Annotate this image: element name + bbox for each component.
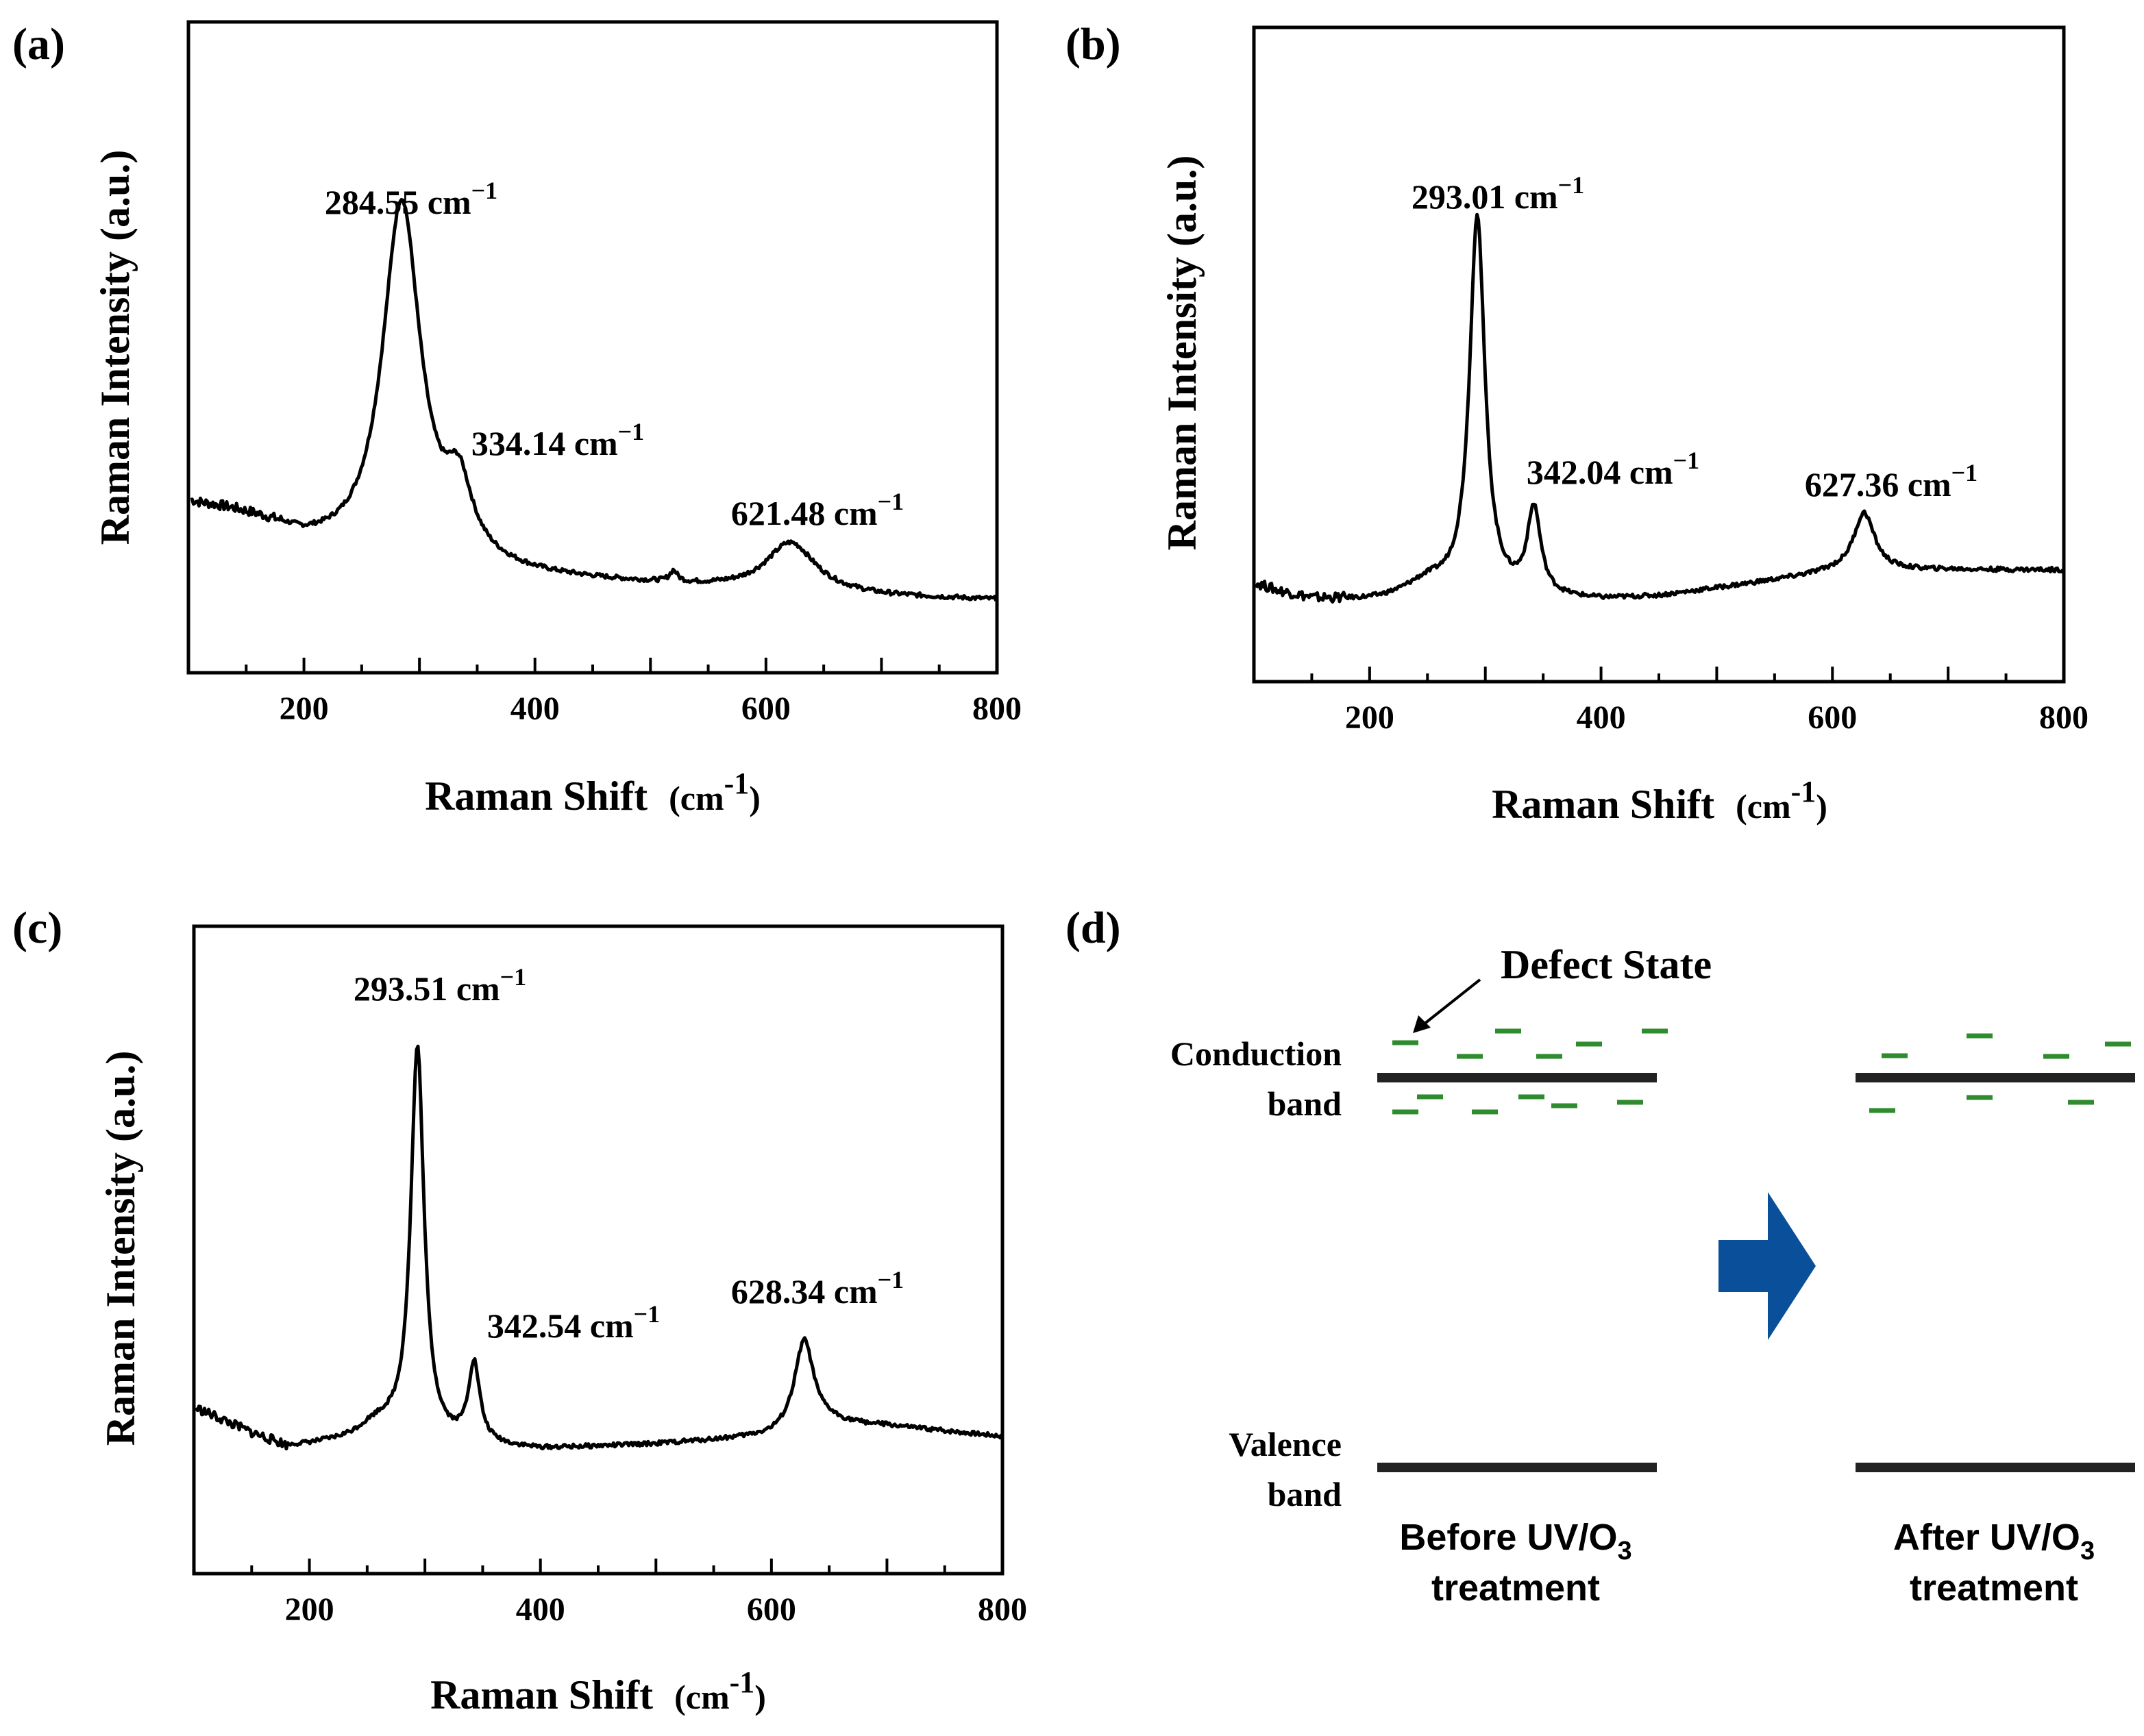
before-treatment-label-line1: Before UV/O3 — [1399, 1517, 1631, 1565]
defect-states-before — [1392, 1028, 1668, 1115]
panel-c-y-axis-title: Raman Intensity (a.u.) — [98, 1051, 143, 1446]
x-tick-label: 400 — [510, 691, 560, 727]
panel-b-x-tick-labels: 200 400 600 800 — [1345, 699, 2088, 736]
panel-a: (a) 200 400 600 800 284.55 cm−1 334.14 cm−1 6… — [12, 19, 1022, 819]
panel-c-spectrum-line — [195, 1044, 1004, 1451]
defect-state-pointer-arrow — [1413, 978, 1481, 1033]
panel-c-x-tick-labels: 200 400 600 800 — [285, 1591, 1027, 1628]
x-tick-label: 600 — [1808, 699, 1857, 736]
peak-label: 627.36 cm−1 — [1805, 459, 1977, 504]
panel-b-y-axis-title: Raman Intensity (a.u.) — [1159, 156, 1205, 551]
panel-c-x-ticks — [250, 1559, 1004, 1574]
x-tick-label: 400 — [516, 1591, 565, 1628]
panel-a-x-ticks — [245, 658, 998, 673]
valence-band-label-line1: Valence — [1229, 1425, 1342, 1463]
panel-c-peak-labels: 293.51 cm−1 342.54 cm−1 628.34 cm−1 — [354, 963, 904, 1345]
panel-c-plot-frame — [192, 924, 1005, 1576]
panel-a-spectrum-line — [190, 198, 998, 602]
panel-a-y-axis-title: Raman Intensity (a.u.) — [93, 150, 138, 545]
panel-c-label: (c) — [12, 903, 62, 953]
panel-d-band-diagram: (d) Defect State Conduction band Valence… — [1065, 903, 2135, 1609]
after-treatment-label-line2: treatment — [1910, 1567, 2078, 1609]
panel-a-x-axis-title: Raman Shift (cm-1) — [425, 767, 761, 819]
x-tick-label: 200 — [280, 691, 329, 727]
panel-b-spectrum-line — [1255, 212, 2065, 604]
panel-c: (c) 200 400 600 800 293.51 cm−1 342.54 cm−1 6… — [12, 903, 1027, 1718]
panel-a-label: (a) — [12, 19, 65, 69]
defect-states-after — [1869, 1033, 2131, 1113]
panel-a-peak-labels: 284.55 cm−1 334.14 cm−1 621.48 cm−1 — [325, 177, 904, 532]
valence-band-label-line2: band — [1268, 1475, 1342, 1513]
x-tick-label: 600 — [741, 691, 791, 727]
panel-c-x-axis-title: Raman Shift (cm-1) — [430, 1665, 766, 1718]
panel-d-label: (d) — [1065, 903, 1121, 953]
panel-b-peak-labels: 293.01 cm−1 342.04 cm−1 627.36 cm−1 — [1412, 171, 1977, 504]
x-tick-label: 800 — [2039, 699, 2088, 736]
conduction-band-label-line1: Conduction — [1170, 1034, 1342, 1073]
peak-label: 334.14 cm−1 — [471, 418, 644, 462]
defect-state-label: Defect State — [1501, 942, 1712, 987]
peak-label: 628.34 cm−1 — [731, 1266, 904, 1311]
after-treatment-label-line1: After UV/O3 — [1893, 1517, 2095, 1565]
peak-label: 293.51 cm−1 — [354, 963, 526, 1008]
conduction-band-label-line2: band — [1268, 1084, 1342, 1123]
x-tick-label: 400 — [1577, 699, 1626, 736]
peak-label: 293.01 cm−1 — [1412, 171, 1584, 216]
x-tick-label: 800 — [978, 1591, 1027, 1628]
treatment-arrow-icon — [1718, 1192, 1816, 1340]
x-tick-label: 600 — [747, 1591, 796, 1628]
x-tick-label: 200 — [1345, 699, 1394, 736]
panel-b-x-ticks — [1310, 667, 2065, 682]
panel-b-label: (b) — [1065, 19, 1121, 69]
peak-label: 621.48 cm−1 — [731, 488, 904, 532]
x-tick-label: 800 — [972, 691, 1022, 727]
panel-b-plot-frame — [1252, 25, 2066, 684]
peak-label: 342.54 cm−1 — [487, 1300, 660, 1345]
peak-label: 284.55 cm−1 — [325, 177, 497, 221]
panel-a-x-tick-labels: 200 400 600 800 — [280, 691, 1022, 727]
peak-label: 342.04 cm−1 — [1527, 447, 1699, 491]
x-tick-label: 200 — [285, 1591, 334, 1628]
panel-b: (b) 200 400 600 800 293.01 cm−1 342.04 cm−1 6… — [1065, 19, 2088, 827]
before-treatment-label-line2: treatment — [1431, 1567, 1600, 1609]
panel-b-x-axis-title: Raman Shift (cm-1) — [1492, 775, 1827, 827]
